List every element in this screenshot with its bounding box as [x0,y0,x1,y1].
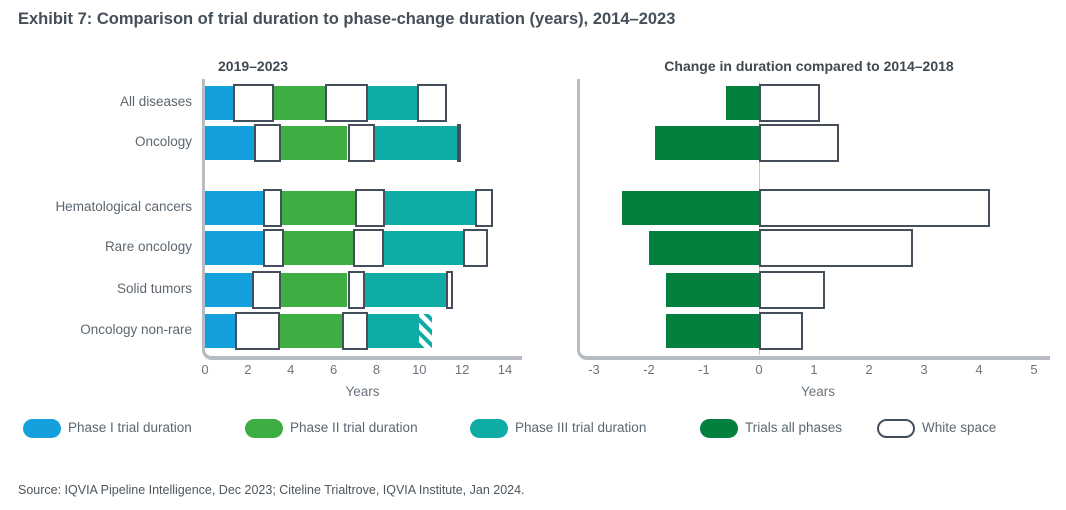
bar-segment-phase1 [205,231,263,265]
bar-segment-phase1 [205,126,255,160]
page-title: Exhibit 7: Comparison of trial duration … [18,10,676,28]
white-space-segment [456,124,462,162]
legend-label: Phase I trial duration [68,420,192,435]
bar-white-space-change [759,229,913,267]
legend-swatch-phase3 [470,419,508,438]
bar-white-space-change [759,312,803,350]
white-space-segment [347,271,365,309]
bar-white-space-change [759,124,839,162]
bar-segment-phase3 [375,126,457,160]
bar-segment-phase3 [385,191,475,225]
white-space-segment [235,312,280,350]
category-label: Oncology non-rare [80,322,192,337]
phase3-hatched-segment [419,314,433,348]
legend-swatch-phase1 [23,419,61,438]
category-label: Rare oncology [104,239,192,254]
x-tick-label: 4 [287,362,295,377]
x-tick-label: -3 [588,362,600,377]
white-space-segment [446,271,453,309]
bar-segment-phase1 [205,273,253,307]
legend-label: Trials all phases [745,420,843,435]
bar-segment-phase1 [205,314,235,348]
bar-segment-phase2 [281,273,348,307]
x-tick-label: 12 [454,362,470,377]
left-axis-line [202,79,522,360]
x-tick-label: 5 [1030,362,1038,377]
bar-segment-phase3 [367,314,420,348]
legend-label: Phase III trial duration [515,420,647,435]
legend-swatch-all-phases [700,419,738,438]
source-note: Source: IQVIA Pipeline Intelligence, Dec… [18,483,525,497]
white-space-segment [347,124,376,162]
legend-swatch-white-space [877,419,915,438]
bar-segment-phase2 [280,314,343,348]
white-space-segment [463,229,488,267]
x-tick-label: 4 [975,362,983,377]
white-space-segment [417,84,448,122]
bar-segment-phase3 [364,273,447,307]
white-space-segment [232,84,274,122]
white-space-segment [254,124,282,162]
bar-trials-all-phases [654,126,759,160]
bar-segment-phase2 [273,86,325,120]
x-tick-label: 14 [497,362,513,377]
legend-label: Phase II trial duration [290,420,418,435]
white-space-segment [352,229,384,267]
bar-segment-phase2 [284,231,353,265]
x-tick-label: 0 [201,362,209,377]
right-axis-line [577,79,1050,360]
x-tick-label: 10 [412,362,427,377]
white-space-segment [262,229,285,267]
bar-trials-all-phases [621,191,759,225]
category-label: Hematological cancers [55,199,192,214]
legend-swatch-phase2 [245,419,283,438]
white-space-segment [475,189,494,227]
bar-trials-all-phases [665,314,759,348]
bar-segment-phase2 [282,191,355,225]
x-tick-label: 2 [865,362,873,377]
bar-trials-all-phases [649,231,759,265]
right-xaxis-label: Years [800,384,836,399]
category-label: All diseases [119,94,192,109]
bar-trials-all-phases [726,86,759,120]
right-panel-header: Change in duration compared to 2014–2018 [664,58,954,74]
category-label: Oncology [134,134,192,149]
x-tick-label: 1 [810,362,818,377]
bar-segment-phase1 [205,191,263,225]
x-tick-label: -2 [643,362,655,377]
x-tick-label: -1 [698,362,710,377]
white-space-segment [355,189,385,227]
white-space-segment [262,189,283,227]
white-space-segment [325,84,368,122]
white-space-segment [342,312,368,350]
bar-white-space-change [759,271,825,309]
white-space-segment [252,271,282,309]
left-panel-header: 2019–2023 [218,58,289,74]
left-xaxis-label: Years [345,384,380,399]
x-tick-label: 8 [372,362,381,377]
x-tick-label: 6 [329,362,338,377]
bar-segment-phase3 [367,86,418,120]
bar-segment-phase2 [281,126,348,160]
category-label: Solid tumors [116,281,192,296]
x-tick-label: 0 [755,362,763,377]
bar-white-space-change [759,84,820,122]
legend-label: White space [922,420,997,435]
bar-segment-phase3 [383,231,464,265]
x-tick-label: 3 [920,362,928,377]
bar-white-space-change [759,189,990,227]
x-tick-label: 2 [244,362,252,377]
bar-trials-all-phases [665,273,759,307]
bar-segment-phase1 [205,86,233,120]
